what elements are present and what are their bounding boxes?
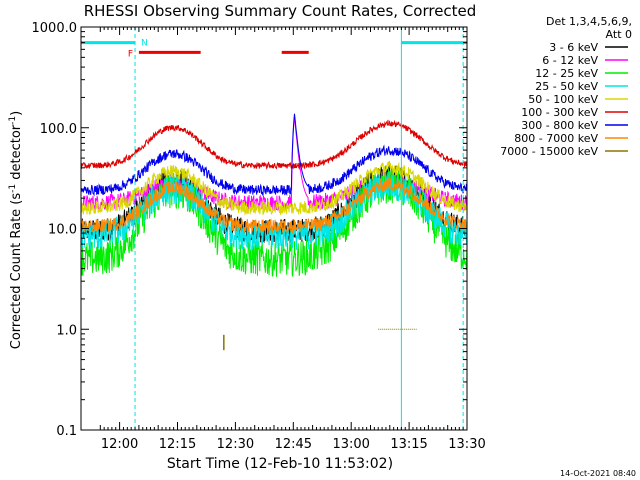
legend-label-2: 12 - 25 keV [535,67,598,80]
series-line-5 [81,119,467,171]
footer-date: 14-Oct-2021 08:40 [560,469,636,478]
y-tick-label: 1.0 [56,323,77,338]
y-axis-label-part1: Corrected Count Rate (s [9,193,24,350]
series-line-6 [81,113,467,198]
chart-title: RHESSI Observing Summary Count Rates, Co… [84,2,477,20]
y-axis-label-sup2: -1 [8,116,18,125]
legend-label-3: 25 - 50 keV [535,80,598,93]
y-tick-label: 100.0 [40,122,77,137]
y-tick-label: 10.0 [48,223,77,238]
legend-label-7: 800 - 7000 keV [514,132,598,145]
legend-label-6: 300 - 800 keV [521,119,598,132]
plot-area: FN [80,26,468,431]
y-axis-label-sup1: -1 [8,184,18,193]
y-axis-label-part3: ) [9,111,24,116]
x-tick-label: 12:00 [101,437,138,452]
series-line-3 [81,171,467,251]
legend-label-4: 50 - 100 keV [528,93,598,106]
series-line-4 [81,160,467,216]
x-tick-label: 12:45 [275,437,312,452]
legend-label-1: 6 - 12 keV [542,54,598,67]
legend-label-8: 7000 - 15000 keV [500,145,598,158]
series-8-points [223,328,417,351]
x-axis-label: Start Time (12-Feb-10 11:53:02) [167,456,393,472]
x-axis-tick-labels: 12:00 12:15 12:30 12:45 13:00 13:15 13:30 [101,437,486,452]
legend-label-5: 100 - 300 keV [521,106,598,119]
x-tick-label: 12:30 [217,437,254,452]
flare-flag-label: F [128,49,133,59]
legend-header-line: Det 1,3,4,5,6,9, [546,15,632,28]
y-axis-label: Corrected Count Rate (s-1 detector-1) [8,111,24,349]
legend-label-0: 3 - 6 keV [549,41,598,54]
x-tick-label: 13:00 [332,437,369,452]
series-line-7 [81,177,467,234]
series-traces [81,113,467,351]
y-tick-label: 0.1 [56,424,77,439]
x-tick-label: 12:15 [159,437,196,452]
y-axis-tick-labels: 1000.0 100.0 10.0 1.0 0.1 [32,21,78,439]
x-tick-label: 13:30 [448,437,485,452]
legend-header-line: Att 0 [606,28,632,41]
y-tick-label: 1000.0 [32,21,78,36]
night-flag-label: N [141,39,148,49]
y-axis-label-part2: detector [9,124,24,184]
x-tick-label: 13:15 [390,437,427,452]
